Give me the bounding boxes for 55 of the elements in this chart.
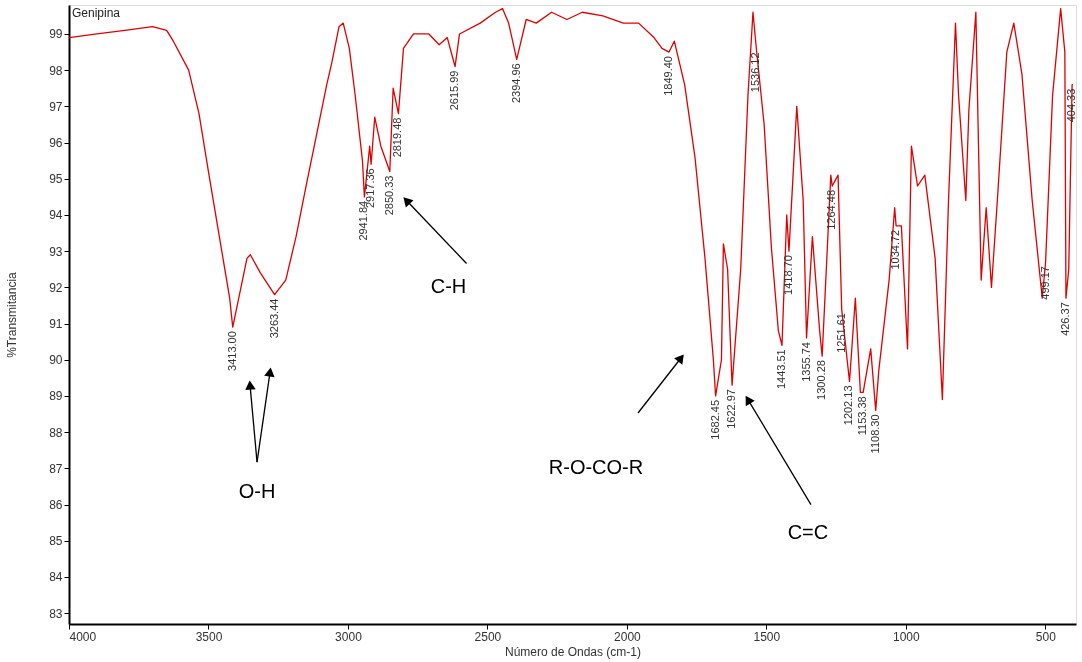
y-tick-label: 94: [49, 208, 63, 223]
y-tick-label: 96: [49, 136, 63, 151]
y-tick-label: 98: [49, 63, 63, 78]
x-tick-label: 4000: [69, 629, 97, 644]
annotation: C-H: [430, 275, 467, 298]
y-tick-label: 99: [49, 27, 63, 42]
annotation: 1153.38: [856, 396, 869, 436]
y-tick-label: 91: [49, 317, 63, 332]
annotation: 404.33: [1065, 88, 1078, 123]
annotation: 1034.72: [889, 229, 902, 270]
annotation: 2819.48: [391, 117, 404, 158]
y-tick-label: 88: [49, 425, 63, 440]
annotation: 2850.33: [382, 175, 395, 216]
x-tick-label: 3000: [335, 629, 363, 644]
y-tick-label: 90: [49, 353, 63, 368]
x-tick-label: 2500: [474, 629, 502, 644]
x-axis-title: Número de Ondas (cm-1): [504, 644, 642, 659]
annotation: 1264.48: [825, 189, 838, 230]
y-tick-label: 83: [49, 606, 63, 621]
y-tick-label: 97: [49, 99, 63, 114]
x-tick-label: 3500: [195, 629, 223, 644]
annotation: 1443.51: [774, 349, 787, 390]
y-tick-label: 92: [49, 280, 63, 295]
annotation: C=C: [787, 520, 829, 543]
y-tick-label: 89: [49, 389, 63, 404]
annotation: 1355.74: [799, 342, 812, 382]
x-tick-label: 1000: [892, 629, 921, 644]
y-tick-label: 85: [49, 534, 63, 549]
annotation: 3263.44: [267, 298, 280, 339]
y-tick-label: 84: [49, 570, 63, 585]
y-tick-label: 93: [49, 244, 63, 259]
annotation: 426.37: [1058, 302, 1071, 336]
annotation: 1202.13: [842, 385, 855, 426]
annotation: 1682.45: [708, 399, 721, 440]
annotation: 1622.97: [725, 389, 738, 429]
annotation: 3413.00: [225, 331, 238, 371]
y-tick-label: 95: [49, 172, 63, 187]
annotation: 2615.99: [448, 70, 461, 111]
y-tick-label: 86: [49, 498, 63, 513]
y-axis-title: %Transmitancia: [5, 271, 20, 358]
y-tick-label: 87: [49, 461, 63, 476]
chart-title: Genipina: [72, 6, 121, 20]
annotation: R-O-CO-R: [548, 456, 644, 478]
annotation: 1849.40: [662, 56, 675, 96]
annotation: 1251.61: [834, 313, 847, 353]
annotation: 1108.30: [868, 414, 881, 454]
annotation: 499.17: [1038, 266, 1051, 300]
x-tick-label: 1500: [753, 629, 781, 644]
annotation: 1418.70: [781, 255, 794, 295]
annotation: 2394.96: [509, 63, 522, 104]
annotation: O-H: [238, 480, 276, 503]
annotation: 1536.12: [749, 52, 762, 93]
x-tick-label: 500: [1035, 629, 1057, 644]
annotation: 1300.28: [815, 360, 828, 400]
x-tick-label: 2000: [614, 629, 642, 644]
